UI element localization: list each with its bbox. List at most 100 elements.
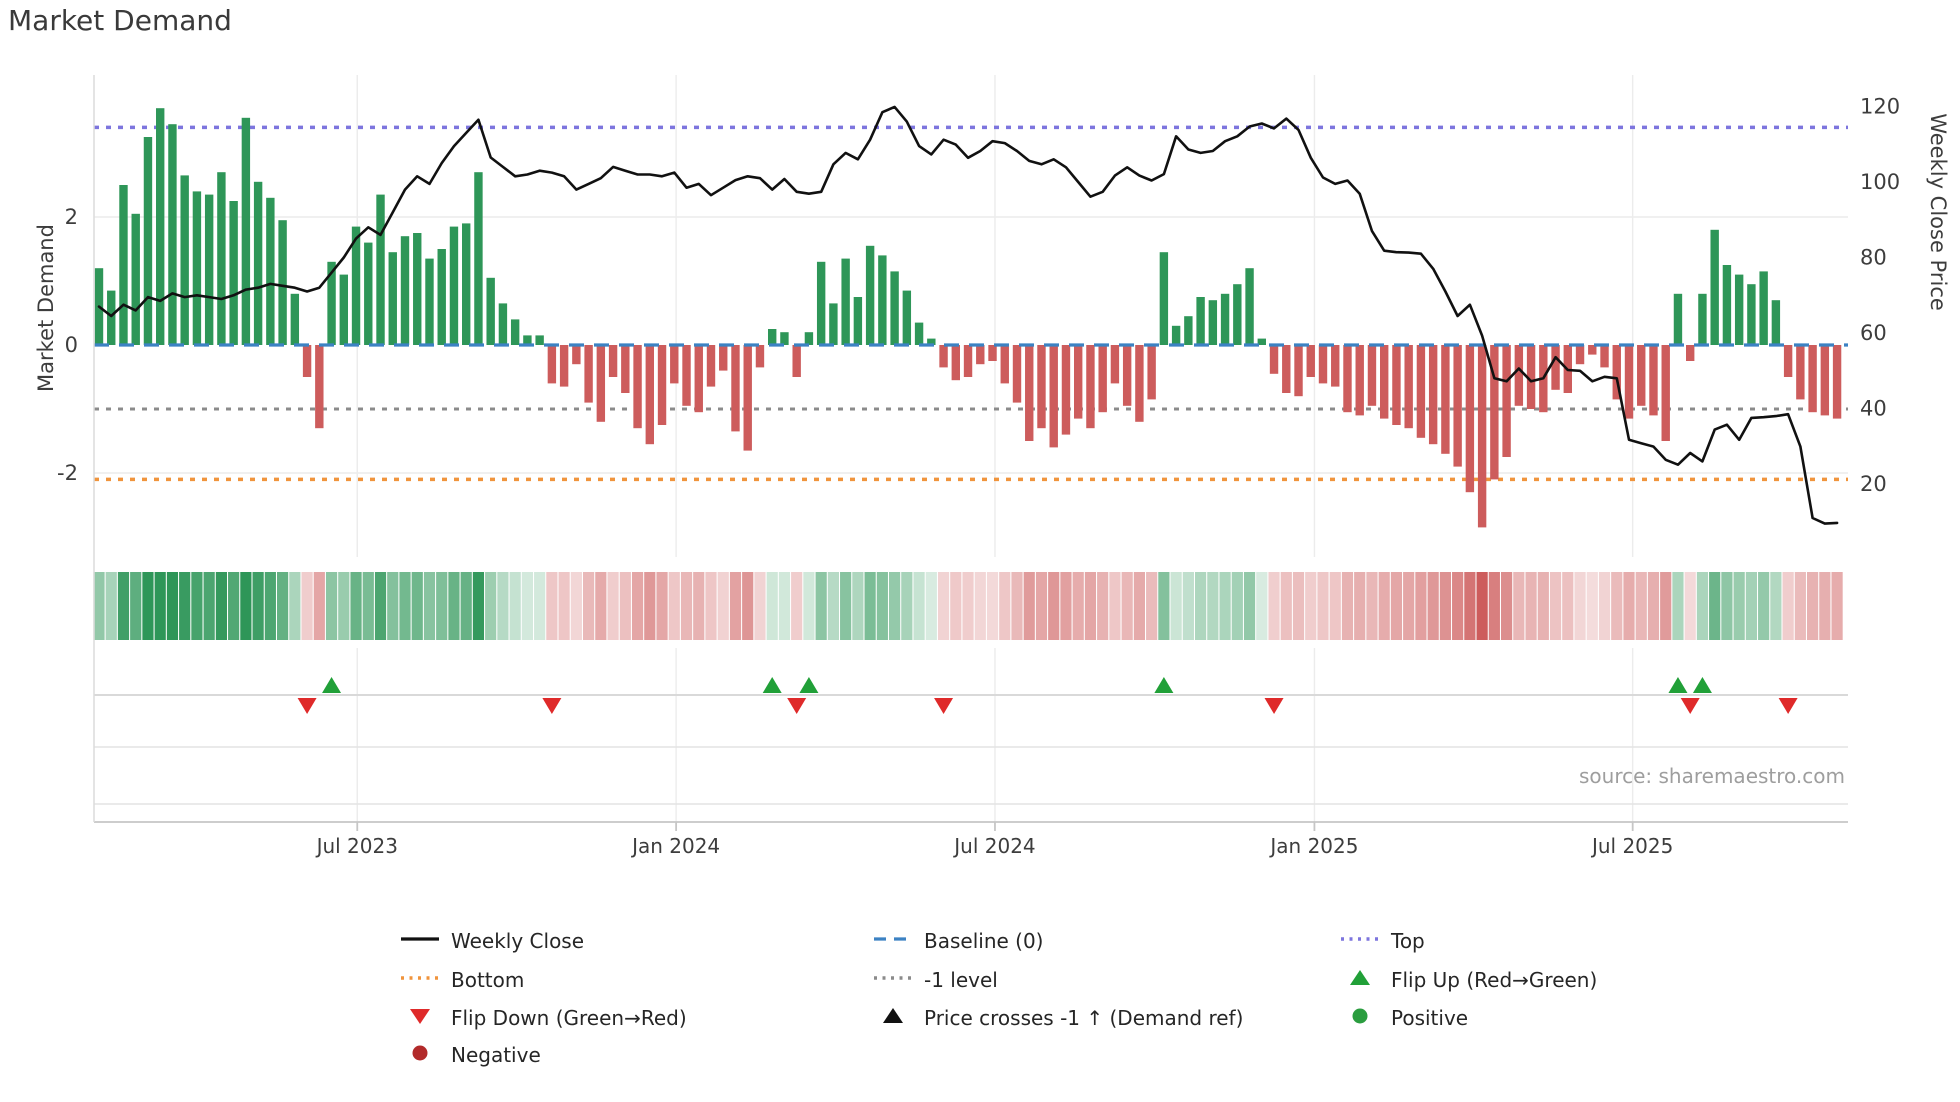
heatmap-cell	[1464, 572, 1476, 640]
negative-demand-bar	[670, 345, 679, 384]
negative-demand-bar	[1012, 345, 1022, 403]
heatmap-cell	[1770, 572, 1782, 640]
negative-demand-bar	[1135, 345, 1144, 422]
negative-demand-bar	[1624, 345, 1634, 419]
negative-demand-bar	[1820, 345, 1830, 416]
heatmap-cell	[1782, 572, 1794, 640]
heatmap-cell	[974, 572, 986, 640]
negative-demand-bar	[1588, 345, 1597, 355]
positive-demand-bar	[241, 117, 251, 345]
negative-demand-bar	[1367, 345, 1377, 406]
heatmap-cell	[717, 572, 729, 640]
positive-demand-bar	[890, 271, 899, 345]
heatmap-cell	[411, 572, 423, 640]
negative-demand-bar	[1049, 345, 1058, 448]
negative-demand-bar	[1086, 345, 1095, 429]
heatmap-cell	[827, 572, 839, 640]
flip-up-marker	[799, 677, 819, 693]
positive-demand-bar	[327, 261, 336, 345]
positive-demand-bar	[1257, 338, 1266, 345]
positive-demand-bar	[804, 332, 814, 345]
negative-demand-bar	[1649, 345, 1658, 416]
negative-demand-bar	[976, 345, 985, 365]
negative-demand-bar	[621, 345, 630, 393]
positive-demand-bar	[1233, 284, 1242, 345]
heatmap-cell	[1341, 572, 1354, 640]
heatmap-cell	[1574, 572, 1586, 640]
left-tick-label: 2	[65, 205, 78, 229]
heatmap-cell	[1023, 572, 1035, 640]
positive-demand-bar	[927, 338, 936, 345]
negative-demand-bar	[694, 345, 703, 413]
heatmap-cell	[1611, 572, 1623, 640]
positive-demand-bar	[449, 226, 459, 345]
demand-bars	[94, 108, 1842, 528]
heatmap-cell	[166, 572, 179, 640]
positive-demand-bar	[107, 290, 116, 345]
heatmap-cell	[521, 572, 533, 640]
negative-demand-bar	[1025, 345, 1034, 441]
flip-up-marker	[1668, 677, 1688, 693]
x-tick-label: Jul 2024	[952, 834, 1035, 858]
heatmap-cell	[472, 572, 485, 640]
positive-demand-bar	[229, 201, 238, 345]
negative-demand-bar	[1575, 345, 1585, 365]
negative-demand-bar	[572, 345, 581, 365]
heatmap-cell	[1733, 572, 1745, 640]
left-tick-label: 0	[65, 333, 78, 357]
heatmap-cell	[1084, 572, 1097, 640]
heatmap-cell	[1305, 572, 1317, 640]
negative-demand-bar	[1514, 345, 1524, 406]
negative-demand-bar	[1392, 345, 1401, 425]
heatmap-cell	[1696, 572, 1709, 640]
heatmap-cell	[766, 572, 778, 640]
heatmap-cell	[1439, 572, 1451, 640]
heatmap-cell	[325, 572, 338, 640]
positive-demand-bar	[1722, 265, 1732, 345]
positive-demand-bar	[1747, 284, 1756, 345]
positive-demand-bar	[474, 172, 483, 345]
positive-demand-bar	[131, 213, 140, 345]
right-tick-label: 100	[1860, 170, 1900, 194]
heatmap-cell	[93, 572, 105, 640]
heatmap-cell	[1207, 572, 1219, 640]
negative-demand-bar	[1612, 345, 1621, 400]
negative-demand-bar	[988, 345, 997, 361]
heatmap-cell	[1672, 572, 1684, 640]
heatmap-cell	[142, 572, 154, 640]
heatmap-cell	[1097, 572, 1109, 640]
heatmap-cell	[1794, 572, 1806, 640]
negative-demand-bar	[302, 345, 312, 377]
heatmap-cell	[1647, 572, 1660, 640]
heatmap-cell	[913, 572, 925, 640]
heatmap-cell	[986, 572, 999, 640]
positive-demand-bar	[413, 233, 422, 345]
heatmap-cell	[313, 572, 325, 640]
flip-down-marker	[542, 698, 562, 714]
heatmap-cell	[1231, 572, 1243, 640]
negative-demand-bar	[1098, 345, 1107, 413]
heatmap-cell	[1513, 572, 1525, 640]
heatmap-cell	[840, 572, 852, 640]
x-tick-label: Jan 2025	[1268, 834, 1358, 858]
heatmap-cell	[497, 572, 509, 640]
source-credit: source: sharemaestro.com	[1579, 764, 1845, 788]
page-title: Market Demand	[8, 4, 232, 37]
heatmap-cell	[1721, 572, 1733, 640]
negative-demand-bar	[1282, 345, 1291, 393]
positive-demand-bar	[535, 335, 544, 345]
positive-demand-bar	[902, 290, 912, 345]
heatmap-cell	[485, 572, 497, 640]
heatmap-cell	[1219, 572, 1231, 640]
heatmap-cell	[1182, 572, 1194, 640]
heatmap-cell	[656, 572, 668, 640]
heatmap-cell	[203, 572, 215, 640]
negative-demand-bar	[1380, 345, 1389, 419]
heatmap-cell	[583, 572, 595, 640]
heatmap-cell	[1048, 572, 1060, 640]
right-tick-label: 20	[1860, 472, 1887, 496]
heatmap-cell	[252, 572, 264, 640]
negative-demand-bar	[1331, 345, 1340, 387]
heatmap-cell	[815, 572, 827, 640]
negative-demand-bar	[1686, 345, 1695, 361]
